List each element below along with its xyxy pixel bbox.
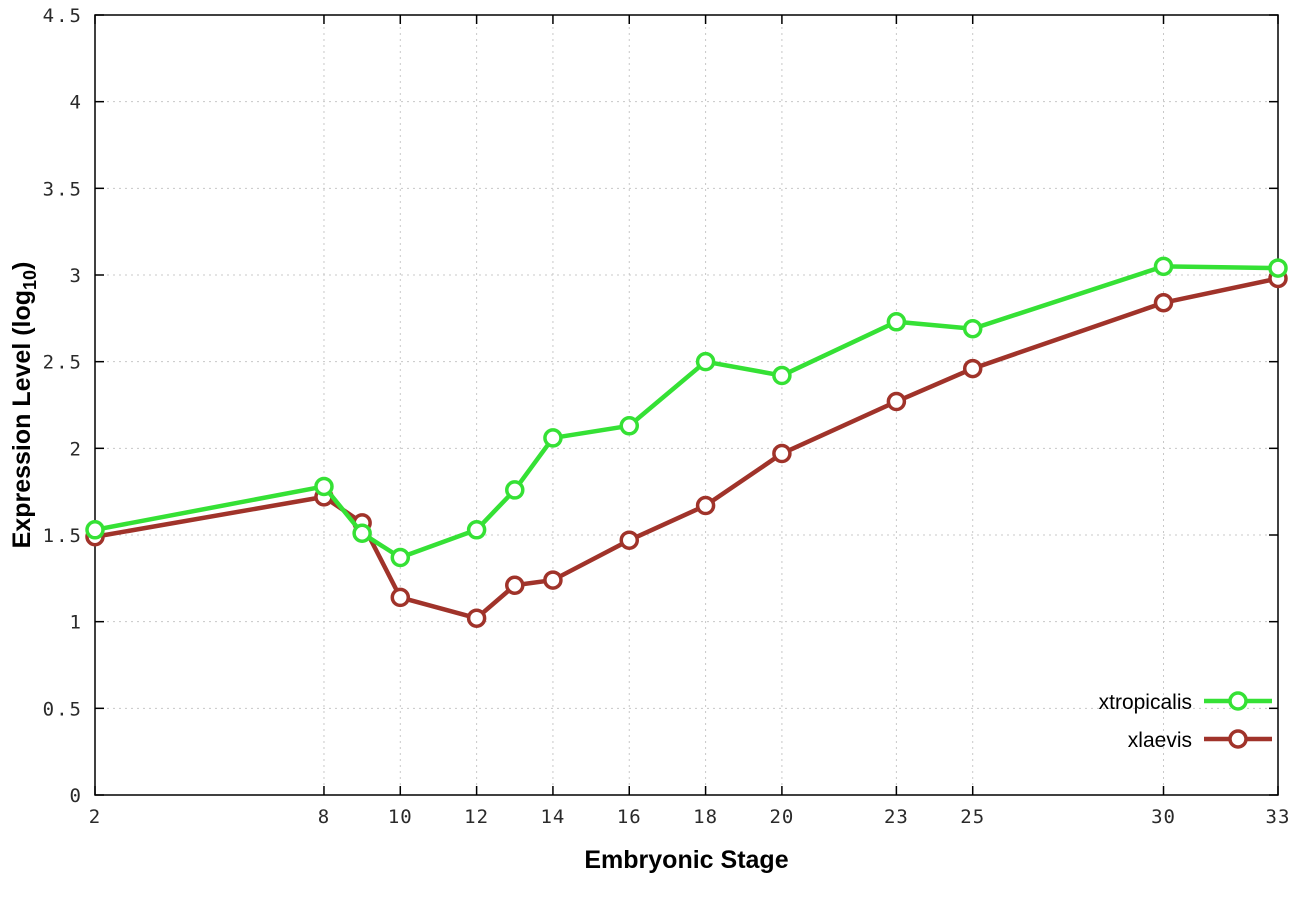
marker-xlaevis <box>505 575 525 596</box>
marker-xtropicalis <box>619 416 640 436</box>
marker-xtropicalis <box>695 351 716 372</box>
x-tick-label: 25 <box>960 806 985 828</box>
x-tick-label: 2 <box>89 806 101 828</box>
x-tick-label: 10 <box>388 806 413 828</box>
x-tick-label: 18 <box>693 806 718 828</box>
x-tick-label: 12 <box>464 806 489 828</box>
legend-marker-xtropicalis <box>1228 691 1248 711</box>
y-tick-labels: 0 0.5 1 1.5 2 2.5 3 3.5 4 4.5 <box>43 5 83 807</box>
y-tick-label: 1.5 <box>43 525 83 547</box>
marker-xtropicalis <box>505 480 525 500</box>
marker-xtropicalis <box>466 520 487 540</box>
marker-xtropicalis <box>886 312 907 332</box>
marker-xlaevis <box>466 608 487 628</box>
x-tick-labels: 2 8 10 12 14 16 18 20 23 25 30 33 <box>89 806 1291 828</box>
y-tick-label: 3.5 <box>43 178 83 200</box>
y-axis-label: Expression Level (log10) <box>8 262 40 549</box>
y-tick-label: 4 <box>70 92 83 114</box>
marker-xtropicalis <box>352 523 372 544</box>
marker-xtropicalis <box>1268 258 1288 278</box>
marker-xtropicalis <box>772 365 792 386</box>
y-tick-label: 4.5 <box>43 5 83 27</box>
gridlines <box>94 14 1279 796</box>
tick-marks <box>94 14 1279 796</box>
y-tick-label: 1 <box>70 612 83 634</box>
marker-xtropicalis <box>1153 256 1174 277</box>
marker-xtropicalis <box>390 547 411 568</box>
x-tick-label: 14 <box>540 806 565 828</box>
y-tick-label: 2.5 <box>43 352 83 374</box>
marker-xlaevis <box>1153 292 1174 313</box>
y-tick-label: 3 <box>70 265 83 287</box>
marker-xlaevis <box>695 495 716 516</box>
marker-xlaevis <box>962 358 983 379</box>
marker-xtropicalis <box>543 428 563 448</box>
legend: xtropicalis xlaevis <box>1099 691 1272 752</box>
series-xtropicalis <box>85 256 1288 568</box>
legend-label-xlaevis: xlaevis <box>1128 729 1192 752</box>
legend-entry-xlaevis: xlaevis <box>1128 729 1272 752</box>
x-tick-label: 33 <box>1266 806 1291 828</box>
legend-label-xtropicalis: xtropicalis <box>1099 691 1192 714</box>
y-tick-label: 0.5 <box>43 698 83 720</box>
marker-xtropicalis <box>314 476 334 497</box>
legend-entry-xtropicalis: xtropicalis <box>1099 691 1272 714</box>
y-tick-label: 2 <box>70 438 83 460</box>
x-tick-label: 20 <box>769 806 794 828</box>
x-tick-label: 8 <box>318 806 330 828</box>
marker-xtropicalis <box>962 318 983 339</box>
marker-xtropicalis <box>85 520 105 540</box>
x-tick-label: 23 <box>884 806 909 828</box>
series-xlaevis <box>85 268 1288 628</box>
marker-xlaevis <box>772 443 792 464</box>
plot-border <box>94 14 1279 796</box>
legend-marker-xlaevis <box>1228 729 1248 749</box>
x-tick-label: 16 <box>617 806 642 828</box>
y-tick-label: 0 <box>70 785 83 807</box>
x-axis-label: Embryonic Stage <box>584 846 788 874</box>
marker-xlaevis <box>619 530 640 550</box>
marker-xlaevis <box>390 587 411 608</box>
marker-xlaevis <box>543 570 563 590</box>
series-line-xlaevis <box>92 276 1281 621</box>
x-tick-label: 30 <box>1151 806 1176 828</box>
marker-xlaevis <box>886 391 907 412</box>
